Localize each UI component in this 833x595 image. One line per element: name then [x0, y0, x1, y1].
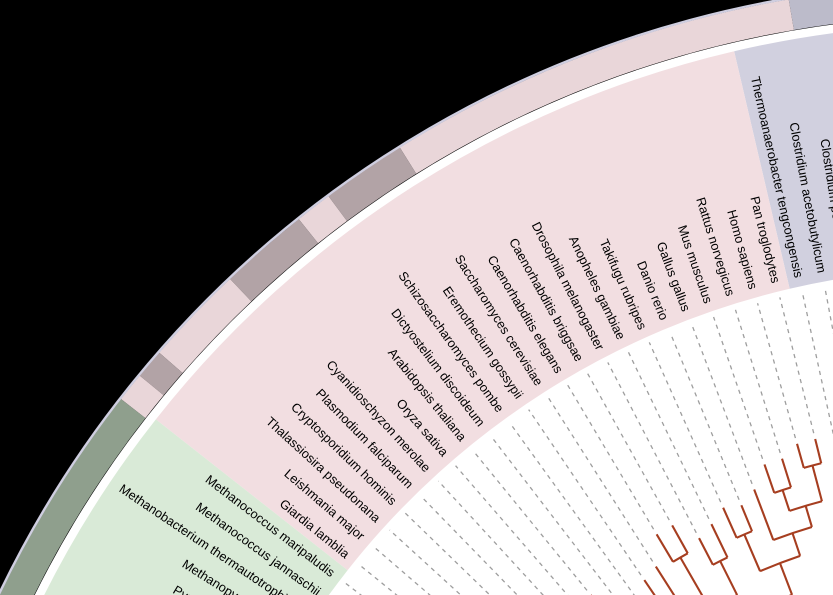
leader-line [779, 297, 815, 434]
domain-band-eukaryota [155, 51, 790, 571]
branch-radial [679, 556, 704, 595]
ring-segment-0 [788, 0, 833, 30]
branch-leaf [763, 464, 776, 494]
branch-leaf [814, 438, 823, 464]
branch-leaf [710, 523, 729, 558]
branch-radial [719, 560, 739, 595]
leader-line [801, 291, 833, 434]
leader-line [691, 324, 753, 485]
domain-band-bacteria [734, 33, 833, 289]
leader-line [547, 396, 654, 562]
ring-segment-1 [399, 0, 794, 174]
branch-radial [743, 533, 762, 572]
tree-branches [590, 438, 823, 595]
leader-line [472, 450, 588, 591]
ring-segment-2 [328, 147, 417, 222]
branch-leaf [753, 489, 775, 541]
leader-line [490, 436, 614, 595]
branch-leaf [722, 507, 738, 539]
leader-line [607, 362, 697, 534]
branch-radial [791, 532, 802, 557]
branch-arc [773, 486, 792, 494]
domain-color-bands [44, 33, 833, 595]
leader-line [824, 287, 833, 335]
branch-leaf [654, 565, 676, 595]
branch-leaf [643, 579, 656, 595]
leader-line [756, 303, 797, 439]
leader-line [566, 384, 655, 530]
leader-line [437, 480, 544, 595]
branch-leaf [740, 504, 754, 532]
branch-leaf [781, 458, 792, 488]
leader-line [669, 333, 740, 500]
leader-line [648, 342, 722, 503]
branch-leaf [671, 524, 689, 554]
ring-segment-8 [0, 399, 146, 595]
leader-line [509, 422, 635, 595]
branch-radial [811, 465, 823, 502]
ring-segment-4 [230, 219, 319, 302]
branch-leaf [655, 533, 674, 563]
ring-segment-5 [159, 278, 252, 374]
leader-line [373, 546, 431, 595]
ring-segment-6 [139, 352, 183, 396]
ring-segment-3 [298, 196, 347, 244]
branch-leaf [796, 443, 805, 469]
domain-band-archaea [44, 419, 348, 595]
branch-radial [781, 489, 791, 512]
branch-radial [804, 505, 813, 528]
branch-radial [778, 562, 794, 595]
leader-line [586, 373, 670, 521]
leader-lines [344, 287, 833, 595]
branch-leaf [698, 537, 714, 566]
ring-segment-7 [120, 375, 164, 419]
leader-line [528, 409, 642, 576]
